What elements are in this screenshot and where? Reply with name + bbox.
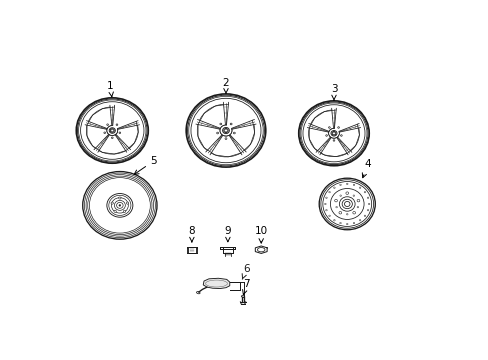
Ellipse shape <box>352 195 354 196</box>
Ellipse shape <box>114 210 116 212</box>
Ellipse shape <box>352 184 354 185</box>
Ellipse shape <box>334 199 337 202</box>
Ellipse shape <box>116 124 118 125</box>
Ellipse shape <box>366 197 368 198</box>
Ellipse shape <box>332 132 335 135</box>
Text: 7: 7 <box>242 279 250 294</box>
Ellipse shape <box>352 211 355 214</box>
Ellipse shape <box>119 197 121 199</box>
Ellipse shape <box>346 213 347 215</box>
Ellipse shape <box>325 135 327 136</box>
Ellipse shape <box>111 137 113 139</box>
Ellipse shape <box>366 210 368 211</box>
Ellipse shape <box>339 222 341 224</box>
Text: 5: 5 <box>134 156 157 174</box>
Ellipse shape <box>196 292 200 294</box>
Ellipse shape <box>224 129 227 132</box>
Ellipse shape <box>233 132 235 134</box>
Text: 10: 10 <box>254 226 267 243</box>
Ellipse shape <box>111 129 113 132</box>
Ellipse shape <box>352 222 354 224</box>
Ellipse shape <box>364 192 365 193</box>
Ellipse shape <box>241 296 244 297</box>
Ellipse shape <box>364 215 365 216</box>
Ellipse shape <box>367 203 369 205</box>
Ellipse shape <box>338 211 341 214</box>
Ellipse shape <box>257 248 264 252</box>
Ellipse shape <box>359 220 360 221</box>
Ellipse shape <box>119 132 121 134</box>
Ellipse shape <box>328 215 330 216</box>
Text: 2: 2 <box>222 78 229 94</box>
Text: 8: 8 <box>188 226 195 242</box>
Ellipse shape <box>333 220 334 221</box>
Ellipse shape <box>340 135 342 136</box>
Ellipse shape <box>345 192 348 194</box>
Ellipse shape <box>123 210 125 212</box>
Ellipse shape <box>220 123 221 125</box>
Ellipse shape <box>324 203 325 205</box>
Ellipse shape <box>339 195 341 196</box>
Text: 4: 4 <box>362 159 371 178</box>
Ellipse shape <box>224 138 226 139</box>
Ellipse shape <box>328 127 329 128</box>
Ellipse shape <box>337 127 339 128</box>
Ellipse shape <box>103 132 105 134</box>
Ellipse shape <box>216 132 218 134</box>
Text: 3: 3 <box>330 85 337 100</box>
Ellipse shape <box>356 206 358 208</box>
Ellipse shape <box>126 202 128 204</box>
Ellipse shape <box>346 183 347 185</box>
Ellipse shape <box>325 197 326 198</box>
Ellipse shape <box>119 204 121 206</box>
Ellipse shape <box>111 202 113 204</box>
FancyBboxPatch shape <box>188 247 195 253</box>
Ellipse shape <box>335 206 337 208</box>
Polygon shape <box>203 278 229 288</box>
Text: 1: 1 <box>107 81 114 97</box>
Ellipse shape <box>325 210 326 211</box>
Ellipse shape <box>346 223 347 225</box>
Ellipse shape <box>339 184 341 185</box>
Ellipse shape <box>107 194 133 217</box>
Text: 6: 6 <box>242 264 249 279</box>
Ellipse shape <box>356 199 359 202</box>
Ellipse shape <box>230 123 232 125</box>
Ellipse shape <box>359 187 360 188</box>
Ellipse shape <box>333 187 334 188</box>
Ellipse shape <box>332 140 334 141</box>
Ellipse shape <box>106 124 108 125</box>
Text: 9: 9 <box>224 226 231 242</box>
Ellipse shape <box>328 192 330 193</box>
